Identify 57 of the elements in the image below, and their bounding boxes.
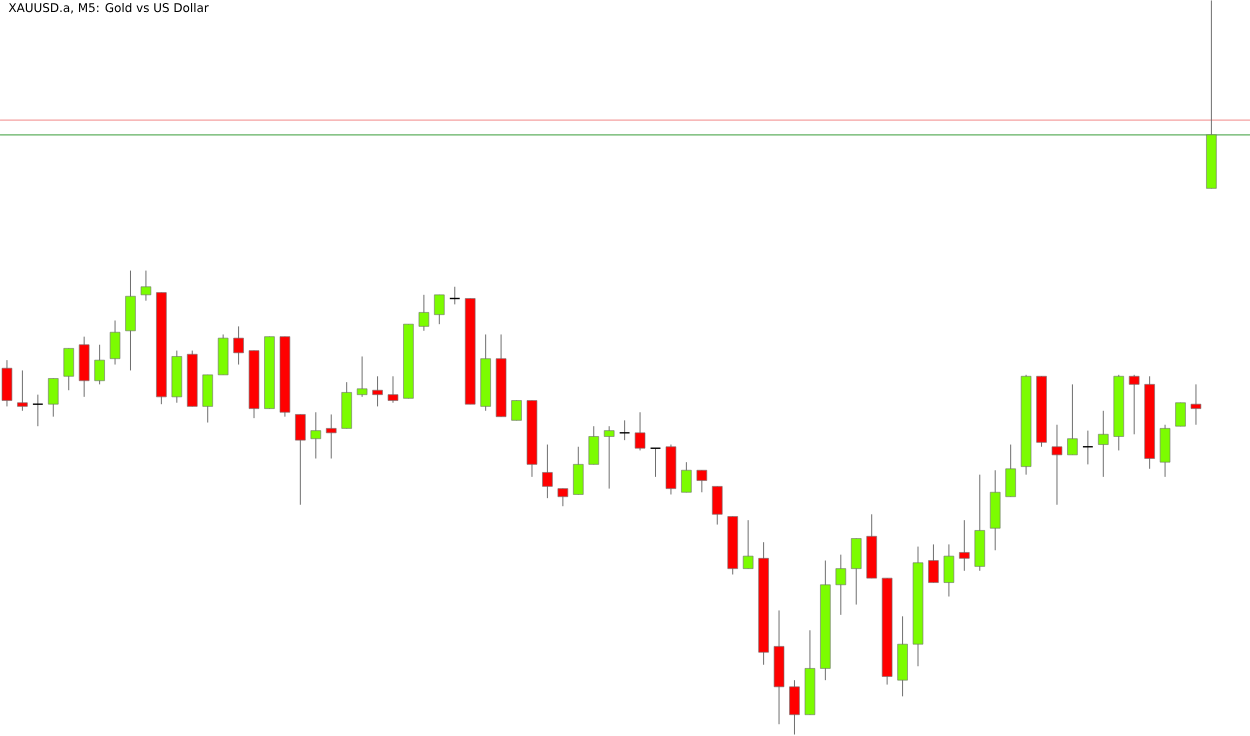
candlestick [804,630,816,716]
candlestick [48,378,59,418]
candlestick [356,356,368,398]
candlestick [94,344,105,386]
candlestick [603,426,615,490]
candlestick [665,444,677,496]
candlestick [1067,384,1078,456]
candlestick [78,336,90,398]
candlestick [989,470,1001,552]
candlestick [928,544,939,584]
candlestick [835,554,847,616]
candlestick [866,514,877,580]
candlestick [1128,374,1140,436]
candlestick [851,538,862,606]
candlestick [341,382,352,430]
candlestick [295,414,306,506]
candlestick [943,544,955,598]
candlestick [618,420,631,442]
candlestick [696,470,708,494]
candlestick [1098,410,1109,478]
candlestick [573,446,584,496]
candlestick [17,370,28,412]
candlestick [434,294,445,326]
candlestick [897,616,908,698]
candlestick [1,360,13,408]
candlestick [140,270,152,302]
candlestick [1190,384,1202,426]
candlestick [233,326,244,366]
candlestick [63,348,74,392]
candlestick [959,520,970,572]
candlestick [125,270,136,372]
candlestick [789,680,800,736]
candlestick [310,412,322,460]
candlestick [1005,444,1016,498]
candlestick [511,400,522,422]
candlestick [217,334,229,376]
candlestick [634,412,646,452]
candlestick [171,350,183,404]
candlestick [202,374,213,424]
candlestick [557,488,569,508]
candlestick [32,394,44,428]
candlestick [712,486,723,526]
candlestick [588,426,599,466]
candlestick [372,376,383,408]
candlestick [974,474,986,572]
candlestick [480,334,491,412]
candlestick [1159,424,1171,478]
candlestick [387,376,399,404]
candlestick [326,414,337,460]
candlestick [742,520,754,570]
candlestick [542,444,553,500]
candlestick [773,610,785,726]
candlestick [1175,402,1186,428]
candlestick [418,294,430,332]
candlestick [681,462,692,494]
candlestick [109,320,121,366]
candlestick [1051,424,1063,506]
